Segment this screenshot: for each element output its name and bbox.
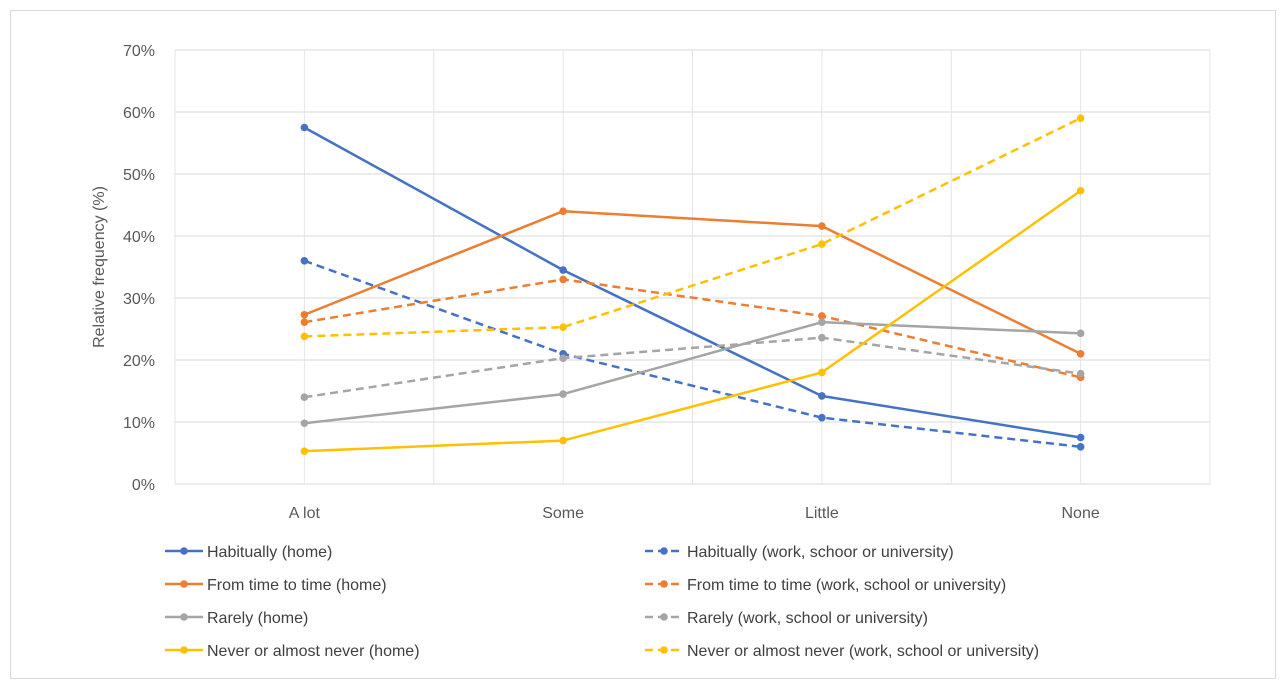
series-line: [304, 336, 1081, 399]
data-point: [559, 266, 567, 274]
x-tick-label: Some: [542, 505, 584, 522]
legend-label: Rarely (work, school or university): [687, 610, 928, 627]
series-lines: [300, 114, 1085, 455]
data-point: [1076, 443, 1085, 451]
x-tick-label: None: [1062, 505, 1100, 522]
y-tick-label: 0%: [132, 477, 155, 494]
x-tick-label: A lot: [289, 505, 321, 522]
data-point: [1076, 350, 1085, 358]
data-point: [300, 419, 309, 428]
series-2: [300, 207, 1085, 358]
legend-label: From time to time (work, school or unive…: [687, 577, 1006, 594]
series-0: [300, 123, 1085, 442]
data-point: [559, 436, 567, 445]
data-point: [300, 393, 309, 402]
y-axis-title: Relative frequency (%): [91, 186, 108, 348]
series-line: [303, 126, 1081, 439]
data-point: [559, 354, 567, 362]
legend-swatch-marker: [180, 580, 188, 588]
legend-item: Rarely (work, school or university): [645, 610, 928, 627]
legend-swatch-marker: [180, 646, 188, 654]
data-point: [300, 310, 309, 319]
y-tick-label: 20%: [123, 353, 155, 370]
legend-label: Never or almost never (home): [207, 643, 420, 660]
series-line: [304, 117, 1082, 338]
series-7: [300, 114, 1085, 341]
legend: Habitually (home) Habitually (work, schoo…: [165, 544, 1039, 660]
data-point: [1076, 369, 1085, 378]
legend-item: Rarely (home): [165, 610, 308, 627]
y-axis-tick-labels: 0% 10% 20% 30% 40% 50% 60% 70%: [123, 43, 155, 494]
data-point: [559, 207, 567, 215]
legend-label: Never or almost never (work, school or u…: [687, 643, 1039, 660]
legend-label: From time to time (home): [207, 577, 387, 594]
data-point: [559, 390, 567, 398]
legend-label: Rarely (home): [207, 610, 308, 627]
chart-frame: [10, 10, 1276, 679]
legend-label: Habitually (work, schoor or university): [687, 544, 954, 561]
series-line: [304, 278, 1081, 379]
data-point: [300, 257, 309, 265]
legend-swatch-marker: [180, 613, 188, 621]
data-point: [818, 318, 826, 326]
legend-label: Habitually (home): [207, 544, 332, 561]
series-4: [300, 318, 1085, 428]
data-point: [300, 447, 309, 455]
legend-item: From time to time (home): [165, 577, 387, 594]
data-point: [818, 222, 826, 230]
x-tick-label: Little: [805, 505, 839, 522]
legend-item: Never or almost never (work, school or u…: [645, 643, 1039, 660]
data-point: [818, 392, 826, 400]
series-line: [303, 259, 1081, 449]
legend-item: Habitually (work, schoor or university): [645, 544, 954, 561]
gridlines: [174, 49, 1211, 485]
legend-item: Never or almost never (home): [165, 643, 420, 660]
data-point: [300, 123, 309, 132]
data-point: [1076, 186, 1085, 195]
y-tick-label: 60%: [123, 105, 155, 122]
legend-swatch-marker: [660, 580, 668, 588]
y-tick-label: 40%: [123, 229, 155, 246]
x-axis-tick-labels: A lot Some Little None: [289, 505, 1100, 522]
series-5: [300, 333, 1085, 402]
y-tick-label: 30%: [123, 291, 155, 308]
series-6: [300, 186, 1085, 455]
legend-swatch-marker: [660, 646, 668, 654]
data-point: [559, 275, 567, 284]
data-point: [1076, 114, 1085, 122]
y-tick-label: 10%: [123, 415, 155, 432]
legend-swatch-marker: [180, 547, 188, 555]
legend-swatch-marker: [660, 613, 668, 621]
legend-item: Habitually (home): [165, 544, 332, 561]
data-point: [818, 368, 826, 377]
data-point: [300, 332, 309, 341]
data-point: [818, 333, 826, 342]
y-tick-label: 70%: [123, 43, 155, 60]
series-line: [303, 209, 1082, 355]
data-point: [818, 413, 826, 422]
data-point: [818, 312, 826, 320]
data-point: [1076, 329, 1085, 338]
data-point: [818, 240, 826, 248]
data-point: [559, 323, 567, 331]
series-line: [304, 189, 1082, 453]
legend-item: From time to time (work, school or unive…: [645, 577, 1006, 594]
data-point: [300, 318, 309, 326]
data-point: [1076, 433, 1085, 442]
y-tick-label: 50%: [123, 167, 155, 184]
series-line: [304, 320, 1081, 425]
legend-swatch-marker: [660, 547, 668, 555]
